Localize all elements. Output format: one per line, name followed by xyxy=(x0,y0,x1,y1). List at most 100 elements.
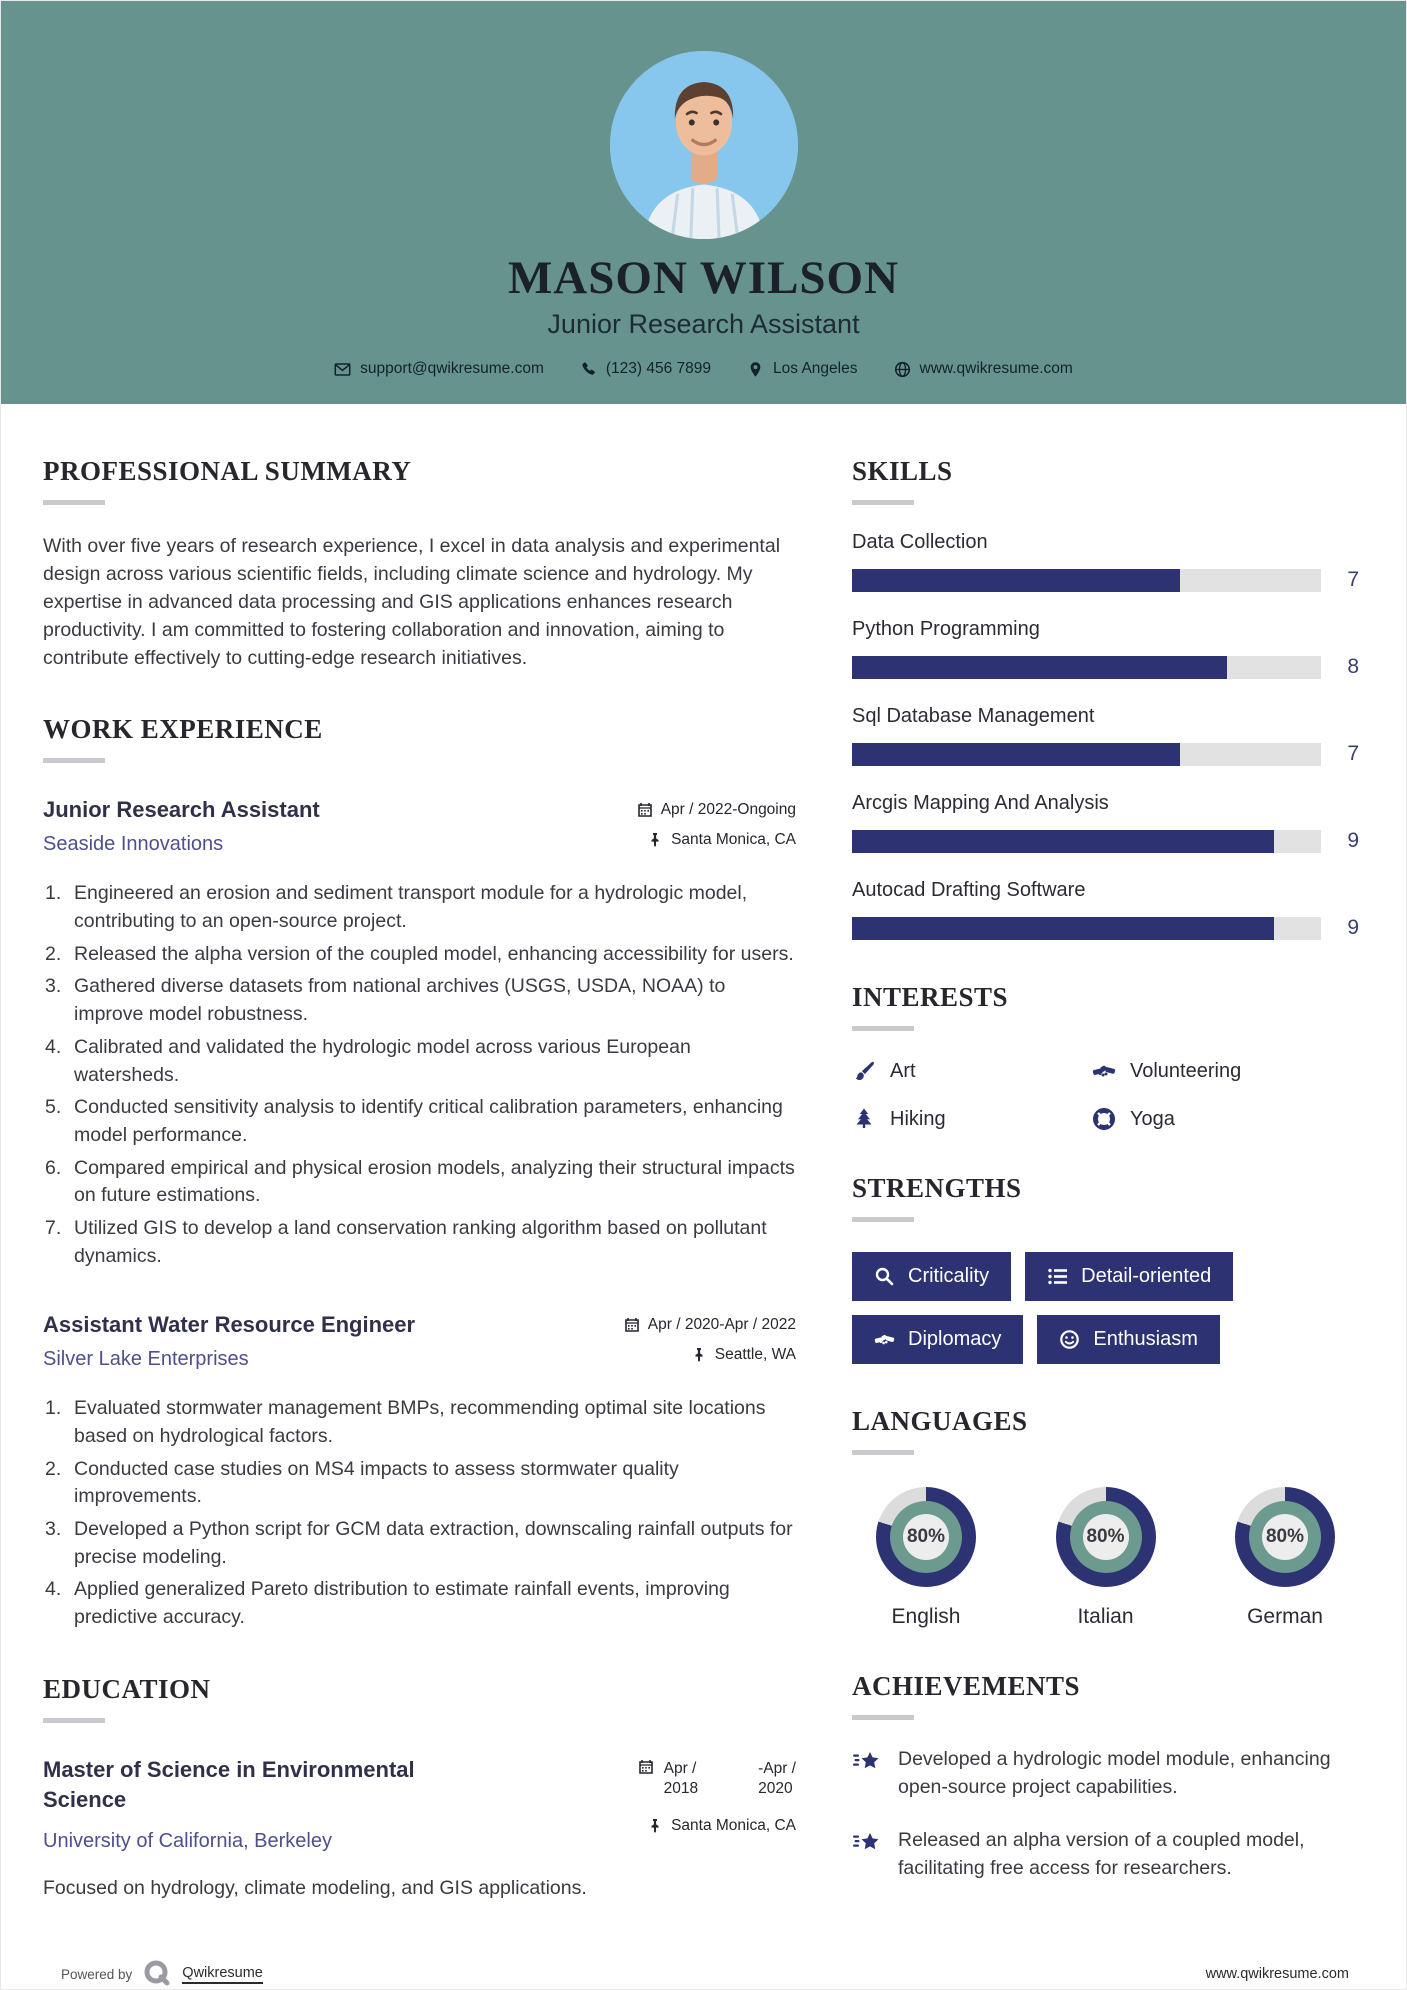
heading-rule xyxy=(852,500,914,505)
person-portrait-illustration xyxy=(609,51,798,239)
language-label: German xyxy=(1247,1605,1323,1628)
list-icon xyxy=(1048,1268,1068,1285)
resume-body: PROFESSIONAL SUMMARY With over five year… xyxy=(1,404,1406,1942)
achievement-item: Developed a hydrologic model module, enh… xyxy=(852,1746,1359,1801)
job-location: Santa Monica, CA xyxy=(647,831,796,849)
skill-item: Data Collection 7 xyxy=(852,531,1359,592)
contact-website[interactable]: www.qwikresume.com xyxy=(894,360,1073,378)
skill-item: Python Programming 8 xyxy=(852,618,1359,679)
skill-bar-fill xyxy=(852,916,1275,940)
interest-item: Art xyxy=(852,1059,1092,1083)
language-item: 80% German xyxy=(1219,1487,1351,1629)
right-column: SKILLS Data Collection 7 Python Programm… xyxy=(852,456,1359,1942)
skill-label: Python Programming xyxy=(852,618,1040,640)
tree-icon xyxy=(856,1108,872,1128)
language-donut-chart: 80% xyxy=(876,1487,976,1587)
job-bullet: Conducted case studies on MS4 impacts to… xyxy=(45,1456,679,1508)
handshake-icon xyxy=(1092,1065,1116,1077)
skill-bar-track xyxy=(852,829,1321,853)
language-percent: 80% xyxy=(1265,1526,1305,1547)
skill-score: 7 xyxy=(1347,742,1359,765)
qwikresume-link[interactable]: Qwikresume xyxy=(182,1965,263,1984)
job-title: Assistant Water Resource Engineer xyxy=(43,1312,416,1338)
achievements-section: ACHIEVEMENTS Developed a hydrologic mode… xyxy=(852,1671,1359,1883)
achievement-item: Released an alpha version of a coupled m… xyxy=(852,1827,1359,1882)
search-icon xyxy=(875,1267,894,1286)
strengths-heading: STRENGTHS xyxy=(852,1173,1022,1203)
contact-row: support@qwikresume.com (123) 456 7899 Lo… xyxy=(1,360,1406,378)
skill-item: Autocad Drafting Software 9 xyxy=(852,879,1359,940)
job-bullet: Conducted sensitivity analysis to identi… xyxy=(45,1094,783,1146)
contact-phone: (123) 456 7899 xyxy=(580,360,711,378)
job-bullet: Compared empirical and physical erosion … xyxy=(45,1155,795,1207)
language-item: 80% English xyxy=(860,1487,992,1629)
job-bullet: Applied generalized Pareto distribution … xyxy=(45,1576,730,1629)
job-company: Seaside Innovations xyxy=(43,833,224,856)
contact-email[interactable]: support@qwikresume.com xyxy=(334,360,544,378)
pushpin-icon xyxy=(695,1348,703,1363)
skill-label: Arcgis Mapping And Analysis xyxy=(852,792,1109,814)
skills-section: SKILLS Data Collection 7 Python Programm… xyxy=(852,456,1359,940)
education-section: EDUCATION Master of Science in Environme… xyxy=(43,1674,796,1900)
job-bullet: Released the alpha version of the couple… xyxy=(45,941,794,968)
education-heading: EDUCATION xyxy=(43,1673,211,1704)
skill-score: 9 xyxy=(1347,829,1359,852)
strength-label: Criticality xyxy=(908,1265,990,1287)
shooting-star-icon xyxy=(853,1752,879,1769)
contact-location-text: Los Angeles xyxy=(773,360,858,377)
contact-location: Los Angeles xyxy=(747,360,858,378)
job-company: Silver Lake Enterprises xyxy=(43,1348,249,1371)
strength-label: Detail-oriented xyxy=(1081,1265,1212,1287)
left-column: PROFESSIONAL SUMMARY With over five year… xyxy=(43,456,796,1942)
envelope-icon xyxy=(334,362,351,376)
languages-heading: LANGUAGES xyxy=(852,1406,1028,1436)
job-bullet: Developed a Python script for GCM data e… xyxy=(45,1516,793,1568)
heading-rule xyxy=(852,1026,914,1031)
job-location: Seattle, WA xyxy=(691,1346,796,1364)
skill-bar-fill xyxy=(852,568,1181,592)
strength-label: Enthusiasm xyxy=(1093,1328,1198,1350)
language-percent: 80% xyxy=(906,1526,946,1547)
footer-website-link[interactable]: www.qwikresume.com xyxy=(1205,1966,1349,1983)
interest-item: Hiking xyxy=(852,1107,1092,1131)
profile-photo xyxy=(609,51,798,239)
job-bullet: Calibrated and validated the hydrologic … xyxy=(45,1034,691,1086)
resume-header: MASON WILSON Junior Research Assistant s… xyxy=(1,1,1406,404)
skills-heading: SKILLS xyxy=(852,456,953,486)
interest-item: Yoga xyxy=(1092,1107,1359,1131)
skill-bar-track xyxy=(852,655,1321,679)
strengths-section: STRENGTHS Criticality Detail-oriented Di… xyxy=(852,1173,1359,1364)
job-bullet: Gathered diverse datasets from national … xyxy=(45,973,726,1026)
job-entry: Assistant Water Resource Engineer Silver… xyxy=(43,1312,796,1632)
heading-rule xyxy=(43,758,105,764)
skill-bar-track xyxy=(852,568,1321,592)
language-label: English xyxy=(891,1605,961,1628)
skill-score: 9 xyxy=(1347,916,1359,939)
strength-badge: Detail-oriented xyxy=(1025,1252,1234,1301)
strength-badge: Diplomacy xyxy=(852,1315,1024,1364)
interest-label: Volunteering xyxy=(1130,1059,1242,1082)
achievement-text: Developed a hydrologic model module, enh… xyxy=(898,1748,1331,1798)
job-bullet: Evaluated stormwater management BMPs, re… xyxy=(45,1395,766,1447)
heading-rule xyxy=(852,1450,914,1455)
skill-score: 7 xyxy=(1347,568,1359,591)
page-footer: Powered by Qwikresume www.qwikresume.com xyxy=(1,1942,1406,1989)
map-pin-icon xyxy=(750,361,761,377)
language-label: Italian xyxy=(1077,1605,1134,1628)
qwikresume-logo xyxy=(144,1960,170,1986)
achievement-text: Released an alpha version of a coupled m… xyxy=(898,1829,1305,1880)
phone-icon xyxy=(582,361,595,375)
job-title: Junior Research Assistant xyxy=(43,797,320,823)
skill-bar-fill xyxy=(852,655,1228,679)
job-bullet-list: Evaluated stormwater management BMPs, re… xyxy=(43,1395,796,1632)
skill-bar-fill xyxy=(852,829,1275,853)
skill-bar-track xyxy=(852,916,1321,940)
globe-icon xyxy=(894,361,910,377)
handshake-icon xyxy=(874,1334,895,1345)
calendar-icon xyxy=(624,1318,639,1333)
powered-by-label: Powered by xyxy=(61,1966,133,1982)
education-location: Santa Monica, CA xyxy=(647,1817,796,1835)
interest-label: Art xyxy=(890,1059,916,1082)
job-entry: Junior Research Assistant Seaside Innova… xyxy=(43,797,796,1270)
